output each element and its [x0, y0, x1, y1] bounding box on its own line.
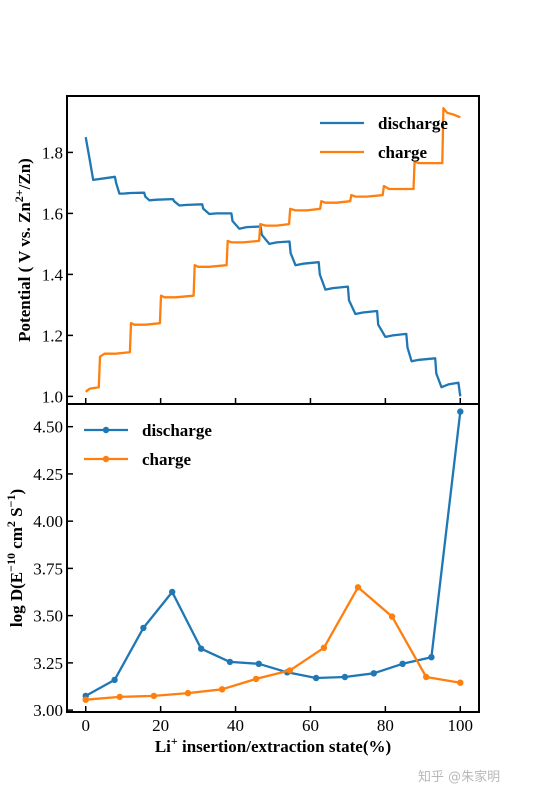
- diffusion-charge-line: [85, 586, 461, 701]
- diffusion-discharge-point: [169, 588, 176, 596]
- legend-charge-label: charge: [142, 450, 192, 469]
- diffusion-series-group: [82, 408, 464, 703]
- diffusion-discharge-point: [140, 624, 147, 632]
- diffusion-panel: 3.00 3.25 3.50 3.75 4.00 4.25 4.50 0 20 40 60 80 10…: [4, 398, 480, 756]
- diffusion-x-ticks: 0 20 40 60 80 100: [81, 398, 473, 735]
- diffusion-discharge-point: [399, 660, 406, 667]
- y-tick-label: 1.0: [42, 387, 63, 406]
- x-tick-label: 100: [448, 716, 474, 735]
- diffusion-charge-point: [354, 584, 362, 591]
- x-tick-label: 0: [81, 716, 90, 735]
- y-tick-label: 4.25: [33, 465, 63, 484]
- y-tick-label: 1.2: [42, 326, 63, 345]
- diffusion-discharge-point: [312, 674, 320, 682]
- diffusion-discharge-line: [85, 411, 462, 697]
- diffusion-discharge-point: [370, 670, 377, 677]
- x-tick-label: 20: [152, 716, 169, 735]
- watermark-text: 知乎 @朱家明: [418, 770, 501, 785]
- y-tick-label: 4.00: [33, 512, 63, 531]
- diffusion-discharge-point: [341, 673, 349, 681]
- diffusion-charge-point: [320, 644, 328, 651]
- diffusion-charge-point: [252, 675, 260, 683]
- diffusion-discharge-point: [255, 660, 262, 667]
- x-tick-label: 80: [377, 716, 394, 735]
- y-tick-label: 1.4: [42, 265, 64, 284]
- legend-discharge-label: discharge: [142, 421, 212, 440]
- y-tick-label: 1.6: [42, 204, 63, 223]
- diffusion-discharge-point: [457, 408, 464, 415]
- y-tick-label: 4.50: [33, 418, 63, 437]
- diffusion-charge-point: [82, 696, 89, 703]
- diffusion-charge-point: [286, 667, 294, 674]
- potential-charge-line: [84, 107, 461, 393]
- diffusion-discharge-point: [226, 658, 234, 666]
- diffusion-charge-point: [150, 692, 158, 700]
- diffusion-legend: discharge charge: [84, 421, 212, 469]
- diffusion-charge-point: [218, 686, 226, 693]
- diffusion-y-axis-label: log D(E−10 cm2 S−1): [4, 489, 26, 627]
- diffusion-charge-point: [457, 679, 464, 686]
- legend-charge-label: charge: [378, 143, 428, 162]
- y-tick-label: 3.00: [33, 701, 63, 720]
- diffusion-plot-frame: [66, 403, 480, 713]
- legend-charge-marker: [102, 455, 110, 463]
- potential-panel: 1.0 1.2 1.4 1.6 1.8 discharge charge Potentia…: [12, 95, 480, 406]
- y-tick-label: 3.50: [33, 607, 63, 626]
- x-tick-label: 40: [227, 716, 244, 735]
- legend-discharge-label: discharge: [378, 114, 448, 133]
- legend-discharge-marker: [102, 426, 110, 434]
- y-tick-label: 3.25: [33, 654, 63, 673]
- diffusion-discharge-point: [197, 645, 205, 652]
- x-axis-label: Li+ insertion/extraction state(%): [155, 734, 391, 756]
- potential-discharge-line: [84, 136, 462, 397]
- y-tick-label: 3.75: [33, 559, 63, 578]
- y-tick-label: 1.8: [42, 143, 63, 162]
- potential-y-ticks: 1.0 1.2 1.4 1.6 1.8: [42, 143, 73, 406]
- diffusion-discharge-point: [428, 654, 435, 661]
- diffusion-discharge-point: [111, 676, 118, 684]
- potential-legend: discharge charge: [320, 114, 448, 162]
- diffusion-charge-point: [184, 689, 192, 697]
- diffusion-charge-point: [116, 693, 124, 701]
- potential-series-group: [84, 107, 462, 397]
- diffusion-charge-point: [423, 673, 430, 681]
- x-tick-label: 60: [302, 716, 319, 735]
- potential-y-axis-label: Potential ( V vs. Zn2+/Zn): [12, 158, 34, 342]
- diffusion-charge-point: [388, 613, 396, 620]
